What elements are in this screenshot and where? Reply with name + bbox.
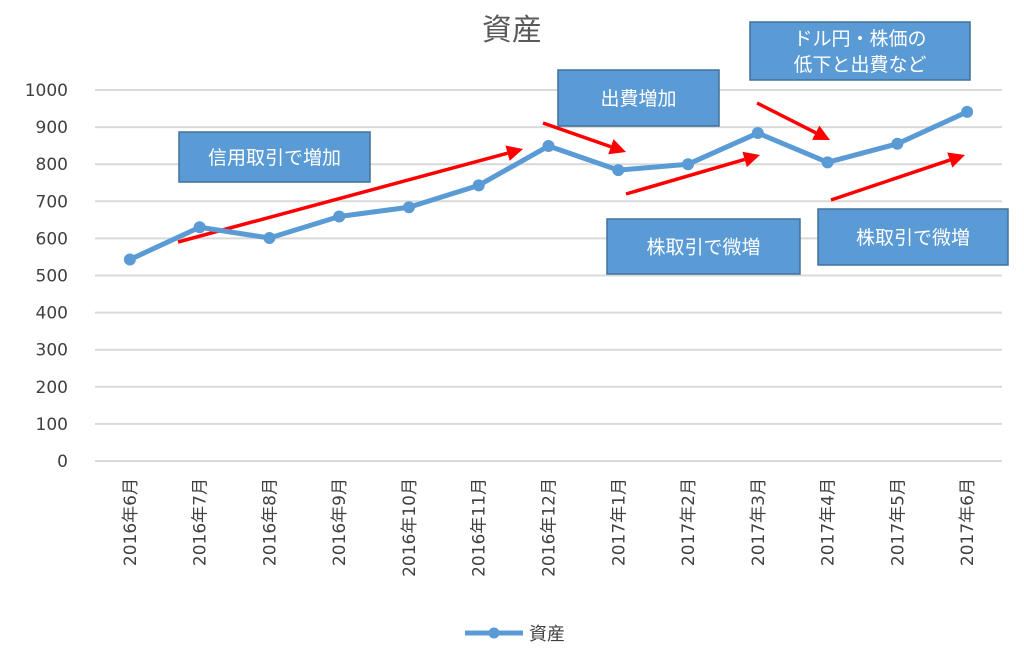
- annotation-text: ドル円・株価の: [793, 28, 926, 50]
- y-tick-label: 0: [57, 452, 68, 472]
- annotation-box: [817, 208, 1009, 266]
- y-tick-label: 400: [36, 304, 68, 324]
- x-tick-label: 2017年4月: [819, 478, 839, 566]
- annotation-box: [606, 218, 801, 275]
- y-tick-label: 700: [36, 192, 68, 212]
- y-tick-label: 200: [36, 378, 68, 398]
- annotation-arrow-head: [812, 125, 830, 140]
- data-point: [612, 164, 625, 177]
- data-point: [751, 127, 764, 140]
- y-tick-label: 300: [36, 341, 68, 361]
- annotation-text: 株取引で微増: [856, 227, 970, 249]
- data-point: [402, 201, 415, 214]
- annotation-text: 信用取引で増加: [208, 147, 341, 169]
- x-tick-label: 2017年1月: [609, 478, 629, 566]
- y-tick-label: 600: [36, 229, 68, 249]
- x-tick-label: 2017年2月: [679, 478, 699, 566]
- data-point: [193, 221, 206, 234]
- x-tick-label: 2016年11月: [470, 478, 490, 577]
- x-tick-label: 2016年8月: [260, 478, 280, 566]
- y-axis-ticks: 0 100 200 300 400 500 600 700 800 900 1000: [25, 81, 68, 472]
- x-axis-ticks: 2016年6月 2016年7月 2016年8月 2016年9月 2016年10月 2016…: [121, 478, 978, 577]
- data-point: [821, 156, 834, 169]
- annotation-box: [178, 131, 371, 183]
- series-layer: [123, 105, 974, 266]
- data-point: [682, 158, 695, 171]
- annotation-box: [557, 69, 720, 127]
- gridlines: [95, 89, 1002, 462]
- x-tick-label: 2016年6月: [121, 478, 141, 566]
- data-point: [542, 140, 555, 153]
- data-point: [333, 210, 346, 223]
- y-tick-label: 100: [36, 415, 68, 435]
- annotation-arrow-shaft: [542, 121, 612, 149]
- annotation-box: [749, 21, 971, 81]
- annotation-text: 株取引で微増: [646, 237, 760, 259]
- x-tick-label: 2017年3月: [749, 478, 769, 566]
- x-tick-label: 2016年7月: [191, 478, 211, 566]
- x-tick-label: 2017年5月: [888, 478, 908, 566]
- chart-title: 資産: [482, 13, 542, 48]
- y-tick-label: 800: [36, 155, 68, 175]
- annotation-text: 出費増加: [600, 88, 676, 110]
- legend-label: 資産: [529, 624, 565, 645]
- y-tick-label: 900: [36, 118, 68, 138]
- data-point: [472, 179, 485, 192]
- x-tick-label: 2016年9月: [330, 478, 350, 566]
- annotation-arrow-shaft: [625, 157, 746, 196]
- x-tick-label: 2017年6月: [958, 478, 978, 566]
- annotation-arrow-head: [505, 145, 523, 161]
- legend-marker: [488, 627, 500, 639]
- annotation-arrow-head: [608, 139, 626, 155]
- y-tick-label: 1000: [25, 81, 68, 101]
- annotation-arrow-head: [742, 151, 760, 168]
- x-tick-label: 2016年10月: [400, 478, 420, 577]
- data-point: [891, 137, 904, 150]
- x-tick-label: 2016年12月: [540, 478, 560, 577]
- data-point: [123, 253, 136, 266]
- annotation-arrows: [177, 101, 965, 244]
- annotation-arrow-shaft: [177, 151, 509, 244]
- annotation-text: 低下と出費など: [793, 54, 926, 76]
- data-point: [961, 105, 974, 118]
- annotation-arrow-head: [947, 152, 965, 168]
- annotation-arrow-shaft: [830, 158, 951, 202]
- legend: 資産: [465, 624, 565, 645]
- y-tick-label: 500: [36, 267, 68, 287]
- annotation-arrow-shaft: [756, 101, 817, 135]
- data-point: [263, 232, 276, 245]
